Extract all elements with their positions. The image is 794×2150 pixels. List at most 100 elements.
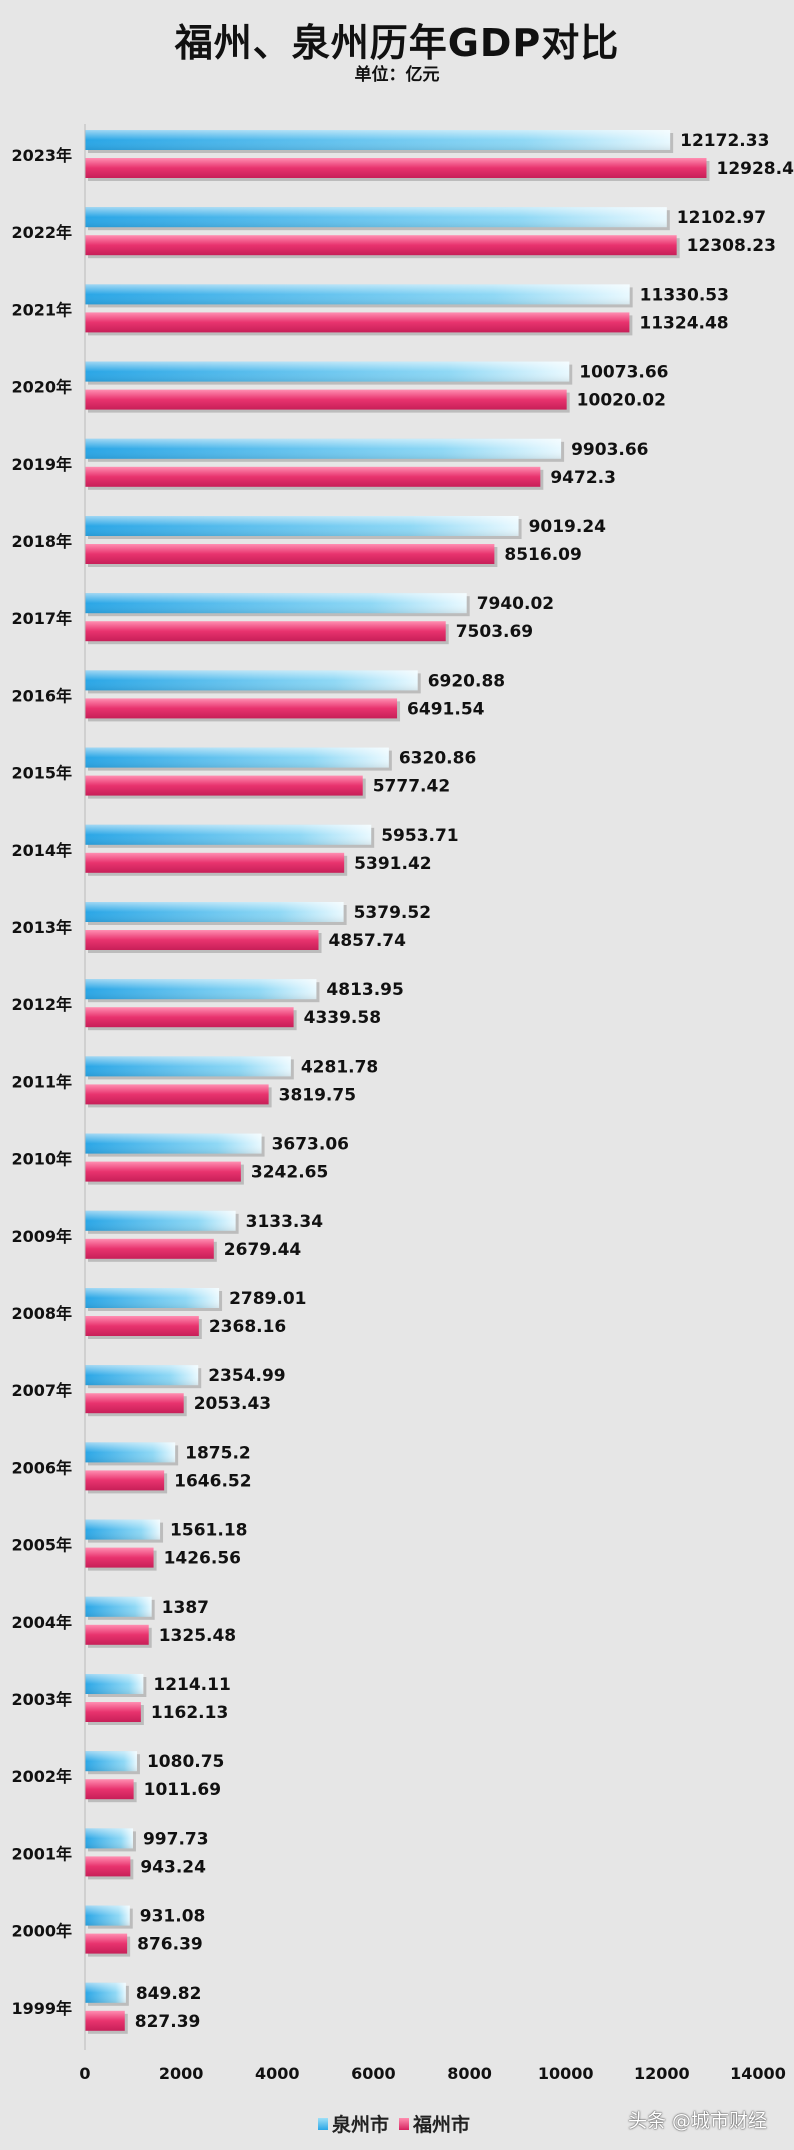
bar-fuzhou bbox=[85, 1470, 165, 1491]
bar-fuzhou bbox=[85, 1933, 128, 1954]
value-label-quanzhou: 1214.11 bbox=[153, 1675, 230, 1695]
bar-highlight-quanzhou bbox=[85, 1982, 126, 2003]
y-axis-labels: 2023年 2022年 2021年 2020年 2019年 2018年 2017年 2016年… bbox=[11, 146, 72, 2018]
legend: 泉州市 福州市 bbox=[318, 2110, 480, 2137]
value-label-fuzhou: 3242.65 bbox=[251, 1163, 328, 1183]
bar-highlight-quanzhou bbox=[85, 1056, 291, 1077]
chart-title: 福州、泉州历年GDP对比 bbox=[174, 21, 620, 65]
value-label-fuzhou: 8516.09 bbox=[504, 545, 581, 565]
value-label-fuzhou: 5777.42 bbox=[373, 777, 450, 797]
value-label-quanzhou: 1080.75 bbox=[147, 1752, 224, 1772]
value-label-fuzhou: 1011.69 bbox=[144, 1780, 221, 1800]
y-tick-label: 2005年 bbox=[11, 1536, 72, 1555]
y-tick-label: 2018年 bbox=[11, 532, 72, 551]
bar-highlight-quanzhou bbox=[85, 438, 562, 459]
bar-fuzhou bbox=[85, 1007, 294, 1028]
y-tick-label: 2015年 bbox=[11, 764, 72, 783]
bar-fuzhou bbox=[85, 312, 630, 333]
value-label-quanzhou: 6920.88 bbox=[428, 671, 505, 691]
y-tick-label: 2022年 bbox=[11, 223, 72, 242]
x-tick-label: 4000 bbox=[255, 2064, 300, 2083]
y-tick-label: 2002年 bbox=[11, 1767, 72, 1786]
value-label-fuzhou: 4857.74 bbox=[329, 931, 407, 951]
value-label-fuzhou: 1646.52 bbox=[174, 1471, 251, 1491]
x-tick-label: 10000 bbox=[538, 2064, 594, 2083]
value-label-quanzhou: 9903.66 bbox=[571, 440, 648, 460]
value-label-fuzhou: 2368.16 bbox=[209, 1317, 286, 1337]
bar-highlight-quanzhou bbox=[85, 284, 630, 305]
value-label-quanzhou: 11330.53 bbox=[640, 285, 729, 305]
y-tick-label: 2017年 bbox=[11, 609, 72, 628]
watermark: 头条 @城市财经 bbox=[628, 2110, 768, 2132]
value-label-fuzhou: 943.24 bbox=[140, 1857, 206, 1877]
value-label-quanzhou: 5953.71 bbox=[381, 826, 458, 846]
chart-subtitle: 单位：亿元 bbox=[354, 65, 440, 85]
value-label-fuzhou: 3819.75 bbox=[279, 1085, 356, 1105]
bars-group: 12172.33 12928.47 12102.97 12308.23 11330.53… bbox=[85, 130, 794, 2034]
value-label-quanzhou: 7940.02 bbox=[477, 594, 554, 614]
x-tick-label: 0 bbox=[79, 2064, 90, 2083]
bar-fuzhou bbox=[85, 1393, 184, 1414]
x-axis: 0 2000 4000 6000 8000 10000 12000 14000 bbox=[79, 124, 786, 2083]
x-tick-label: 8000 bbox=[447, 2064, 492, 2083]
bar-fuzhou bbox=[85, 775, 363, 796]
bar-highlight-quanzhou bbox=[85, 979, 317, 1000]
value-label-quanzhou: 1387 bbox=[162, 1598, 209, 1618]
value-label-quanzhou: 3133.34 bbox=[246, 1212, 324, 1232]
value-label-quanzhou: 2354.99 bbox=[208, 1366, 285, 1386]
value-label-fuzhou: 2679.44 bbox=[224, 1240, 302, 1260]
value-label-quanzhou: 4813.95 bbox=[326, 980, 403, 1000]
y-tick-label: 2023年 bbox=[11, 146, 72, 165]
x-tick-label: 2000 bbox=[159, 2064, 204, 2083]
value-label-quanzhou: 997.73 bbox=[143, 1829, 209, 1849]
value-label-fuzhou: 2053.43 bbox=[194, 1394, 271, 1414]
y-tick-label: 2011年 bbox=[11, 1072, 72, 1091]
bar-fuzhou bbox=[85, 1238, 214, 1259]
bar-fuzhou bbox=[85, 2010, 125, 2031]
y-tick-label: 2016年 bbox=[11, 686, 72, 705]
legend-item-quanzhou: 泉州市 bbox=[318, 2110, 389, 2137]
value-label-quanzhou: 10073.66 bbox=[579, 363, 668, 383]
value-label-fuzhou: 1162.13 bbox=[151, 1703, 228, 1723]
value-label-quanzhou: 931.08 bbox=[140, 1907, 206, 1927]
value-label-fuzhou: 12928.47 bbox=[716, 159, 794, 179]
y-tick-label: 1999年 bbox=[11, 1999, 72, 2018]
y-tick-label: 2014年 bbox=[11, 841, 72, 860]
bar-highlight-quanzhou bbox=[85, 747, 389, 768]
y-tick-label: 2008年 bbox=[11, 1304, 72, 1323]
legend-label-quanzhou: 泉州市 bbox=[332, 2114, 390, 2136]
y-tick-label: 2013年 bbox=[11, 918, 72, 937]
y-tick-label: 2010年 bbox=[11, 1150, 72, 1169]
y-tick-label: 2021年 bbox=[11, 300, 72, 319]
bar-fuzhou bbox=[85, 544, 495, 564]
value-label-fuzhou: 1325.48 bbox=[159, 1626, 236, 1646]
x-tick-label: 14000 bbox=[730, 2064, 786, 2083]
value-label-fuzhou: 6491.54 bbox=[407, 699, 485, 719]
value-label-fuzhou: 1426.56 bbox=[164, 1549, 241, 1569]
bar-fuzhou bbox=[85, 621, 446, 642]
value-label-quanzhou: 849.82 bbox=[136, 1984, 202, 2004]
y-tick-label: 2001年 bbox=[11, 1844, 72, 1863]
bar-highlight-quanzhou bbox=[85, 824, 372, 845]
value-label-fuzhou: 12308.23 bbox=[687, 236, 776, 256]
bar-highlight-quanzhou bbox=[85, 1133, 262, 1154]
bar-highlight-quanzhou bbox=[85, 1828, 133, 1849]
bar-highlight-quanzhou bbox=[85, 130, 671, 150]
y-tick-label: 2000年 bbox=[11, 1922, 72, 1941]
value-label-quanzhou: 2789.01 bbox=[229, 1289, 306, 1309]
bar-fuzhou bbox=[85, 235, 677, 256]
value-label-quanzhou: 6320.86 bbox=[399, 749, 476, 769]
y-tick-label: 2020年 bbox=[11, 378, 72, 397]
value-label-fuzhou: 7503.69 bbox=[456, 622, 533, 642]
bar-highlight-quanzhou bbox=[85, 1596, 152, 1617]
value-label-quanzhou: 9019.24 bbox=[529, 517, 607, 537]
value-label-fuzhou: 876.39 bbox=[137, 1935, 203, 1955]
bar-fuzhou bbox=[85, 852, 345, 873]
x-tick-label: 12000 bbox=[634, 2064, 690, 2083]
bar-highlight-quanzhou bbox=[85, 207, 667, 228]
bar-fuzhou bbox=[85, 1624, 149, 1645]
bar-fuzhou bbox=[85, 466, 541, 487]
value-label-quanzhou: 1561.18 bbox=[170, 1521, 247, 1541]
value-label-fuzhou: 827.39 bbox=[135, 2012, 201, 2032]
bar-fuzhou bbox=[85, 930, 319, 950]
